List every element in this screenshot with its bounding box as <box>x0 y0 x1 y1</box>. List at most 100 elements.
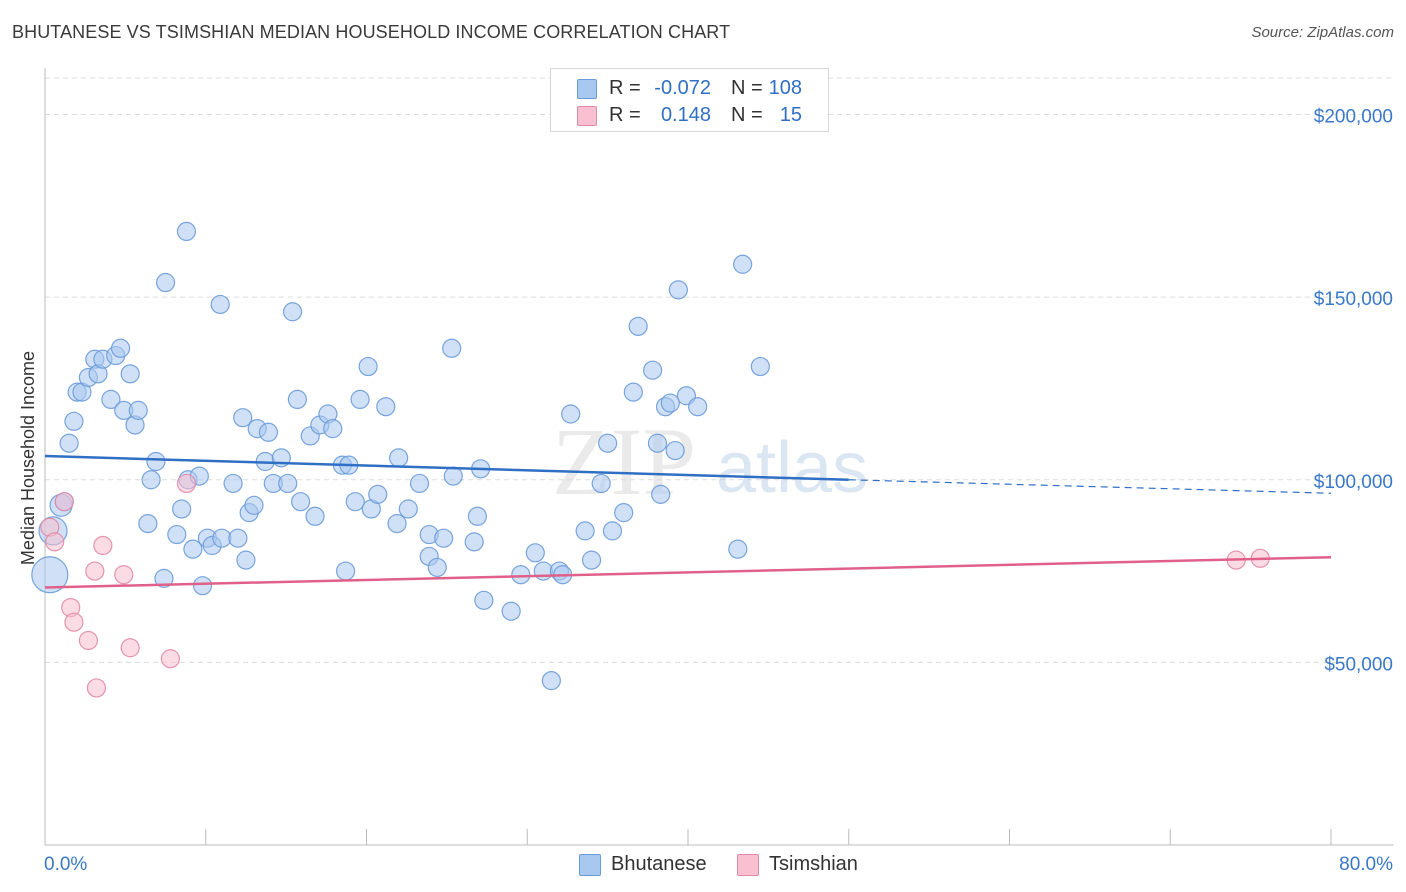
point-bhutanese <box>409 473 430 494</box>
point-tsimshian <box>54 492 74 512</box>
point-bhutanese <box>368 484 388 504</box>
point-bhutanese <box>733 254 753 274</box>
legend-swatch-bhutanese <box>579 854 601 876</box>
point-bhutanese <box>464 532 484 552</box>
point-bhutanese <box>525 543 545 563</box>
point-bhutanese <box>345 492 365 512</box>
watermark: ZIP atlas <box>552 408 868 515</box>
grid-lines <box>45 77 1394 663</box>
y-tick-label: $200,000 <box>1314 107 1393 128</box>
point-bhutanese <box>591 473 611 494</box>
point-tsimshian <box>114 565 134 585</box>
point-bhutanese <box>141 470 161 490</box>
legend-label-bhutanese: Bhutanese <box>611 853 707 875</box>
point-bhutanese <box>665 440 685 461</box>
point-bhutanese <box>101 389 121 410</box>
point-bhutanese <box>467 506 488 526</box>
point-bhutanese <box>350 389 370 410</box>
point-bhutanese <box>628 316 648 336</box>
legend-n-label: N = <box>731 77 763 99</box>
point-bhutanese <box>533 561 553 581</box>
watermark-zip: ZIP <box>552 408 696 515</box>
trend-lines <box>44 454 1332 589</box>
point-tsimshian <box>160 649 180 669</box>
y-tick-label: $100,000 <box>1314 472 1393 493</box>
point-bhutanese <box>176 221 197 241</box>
point-bhutanese <box>110 338 131 358</box>
point-bhutanese <box>183 539 203 559</box>
point-tsimshian <box>85 561 105 581</box>
point-bhutanese <box>541 671 561 691</box>
point-bhutanese <box>581 550 602 570</box>
legend-r-value: -0.072 <box>654 77 711 99</box>
watermark-atlas: atlas <box>716 428 868 508</box>
legend-row-bhutanese: R = -0.072 N = 108 <box>551 75 828 101</box>
point-tsimshian <box>78 630 99 651</box>
trendline-bhutanese <box>44 454 849 482</box>
point-bhutanese <box>290 492 311 512</box>
legend-n-value: 15 <box>779 104 802 126</box>
x-tick-label: 80.0% <box>1339 854 1393 875</box>
point-bhutanese <box>64 411 84 431</box>
point-bhutanese <box>282 302 303 322</box>
point-bhutanese <box>623 382 643 402</box>
legend-r-label: R = <box>609 104 641 126</box>
point-bhutanese <box>688 397 708 417</box>
x-tick-label: 0.0% <box>44 854 87 875</box>
point-bhutanese <box>138 513 158 534</box>
point-bhutanese <box>598 433 618 453</box>
point-bhutanese <box>258 422 279 442</box>
tick-labels: $50,000 $100,000 $150,000 $200,000 0.0% 80.0% <box>44 107 1393 875</box>
legend-swatch-bhutanese <box>577 79 597 99</box>
y-tick-label: $150,000 <box>1314 289 1393 310</box>
legend-r-value: 0.148 <box>660 104 711 126</box>
point-bhutanese <box>389 448 409 468</box>
point-bhutanese <box>647 433 668 453</box>
point-bhutanese <box>643 360 663 380</box>
point-bhutanese <box>387 513 407 534</box>
point-bhutanese <box>212 528 232 548</box>
point-bhutanese <box>305 506 325 526</box>
point-bhutanese <box>287 389 307 410</box>
point-bhutanese <box>210 294 230 315</box>
point-bhutanese <box>474 590 494 610</box>
legend-label-tsimshian: Tsimshian <box>769 853 858 875</box>
point-bhutanese <box>128 400 148 420</box>
trendline-tsimshian <box>44 555 1332 589</box>
scatter-points <box>31 221 1270 698</box>
point-bhutanese <box>223 473 243 494</box>
point-tsimshian <box>64 612 84 632</box>
chart-source: Source: ZipAtlas.com <box>1251 24 1394 41</box>
point-bhutanese <box>172 499 192 519</box>
point-bhutanese <box>602 521 623 541</box>
point-bhutanese <box>192 576 213 596</box>
legend-r-label: R = <box>609 77 641 99</box>
point-bhutanese <box>614 503 634 523</box>
point-bhutanese <box>146 451 166 472</box>
point-bhutanese <box>323 419 343 439</box>
point-bhutanese <box>155 272 176 293</box>
point-bhutanese <box>31 556 69 594</box>
legend-row-tsimshian: R = 0.148 N = 15 <box>551 102 828 128</box>
point-bhutanese <box>668 280 688 300</box>
point-tsimshian <box>176 473 197 494</box>
point-bhutanese <box>651 484 671 504</box>
point-bhutanese <box>278 473 298 494</box>
point-bhutanese <box>442 338 462 358</box>
point-bhutanese <box>154 568 174 588</box>
legend-swatch-tsimshian <box>577 106 597 126</box>
legend-swatch-tsimshian <box>737 854 759 876</box>
point-bhutanese <box>398 499 418 519</box>
point-bhutanese <box>443 466 463 486</box>
series-legend: Bhutanese Tsimshian <box>0 852 1406 878</box>
trendline-bhutanese-extension <box>848 479 1332 494</box>
point-bhutanese <box>750 356 770 377</box>
point-bhutanese <box>120 364 140 384</box>
point-bhutanese <box>511 565 531 585</box>
point-bhutanese <box>660 393 680 413</box>
chart-title: BHUTANESE VS TSIMSHIAN MEDIAN HOUSEHOLD … <box>12 22 731 42</box>
point-bhutanese <box>358 356 378 377</box>
point-bhutanese <box>236 550 256 570</box>
point-bhutanese <box>728 539 748 559</box>
